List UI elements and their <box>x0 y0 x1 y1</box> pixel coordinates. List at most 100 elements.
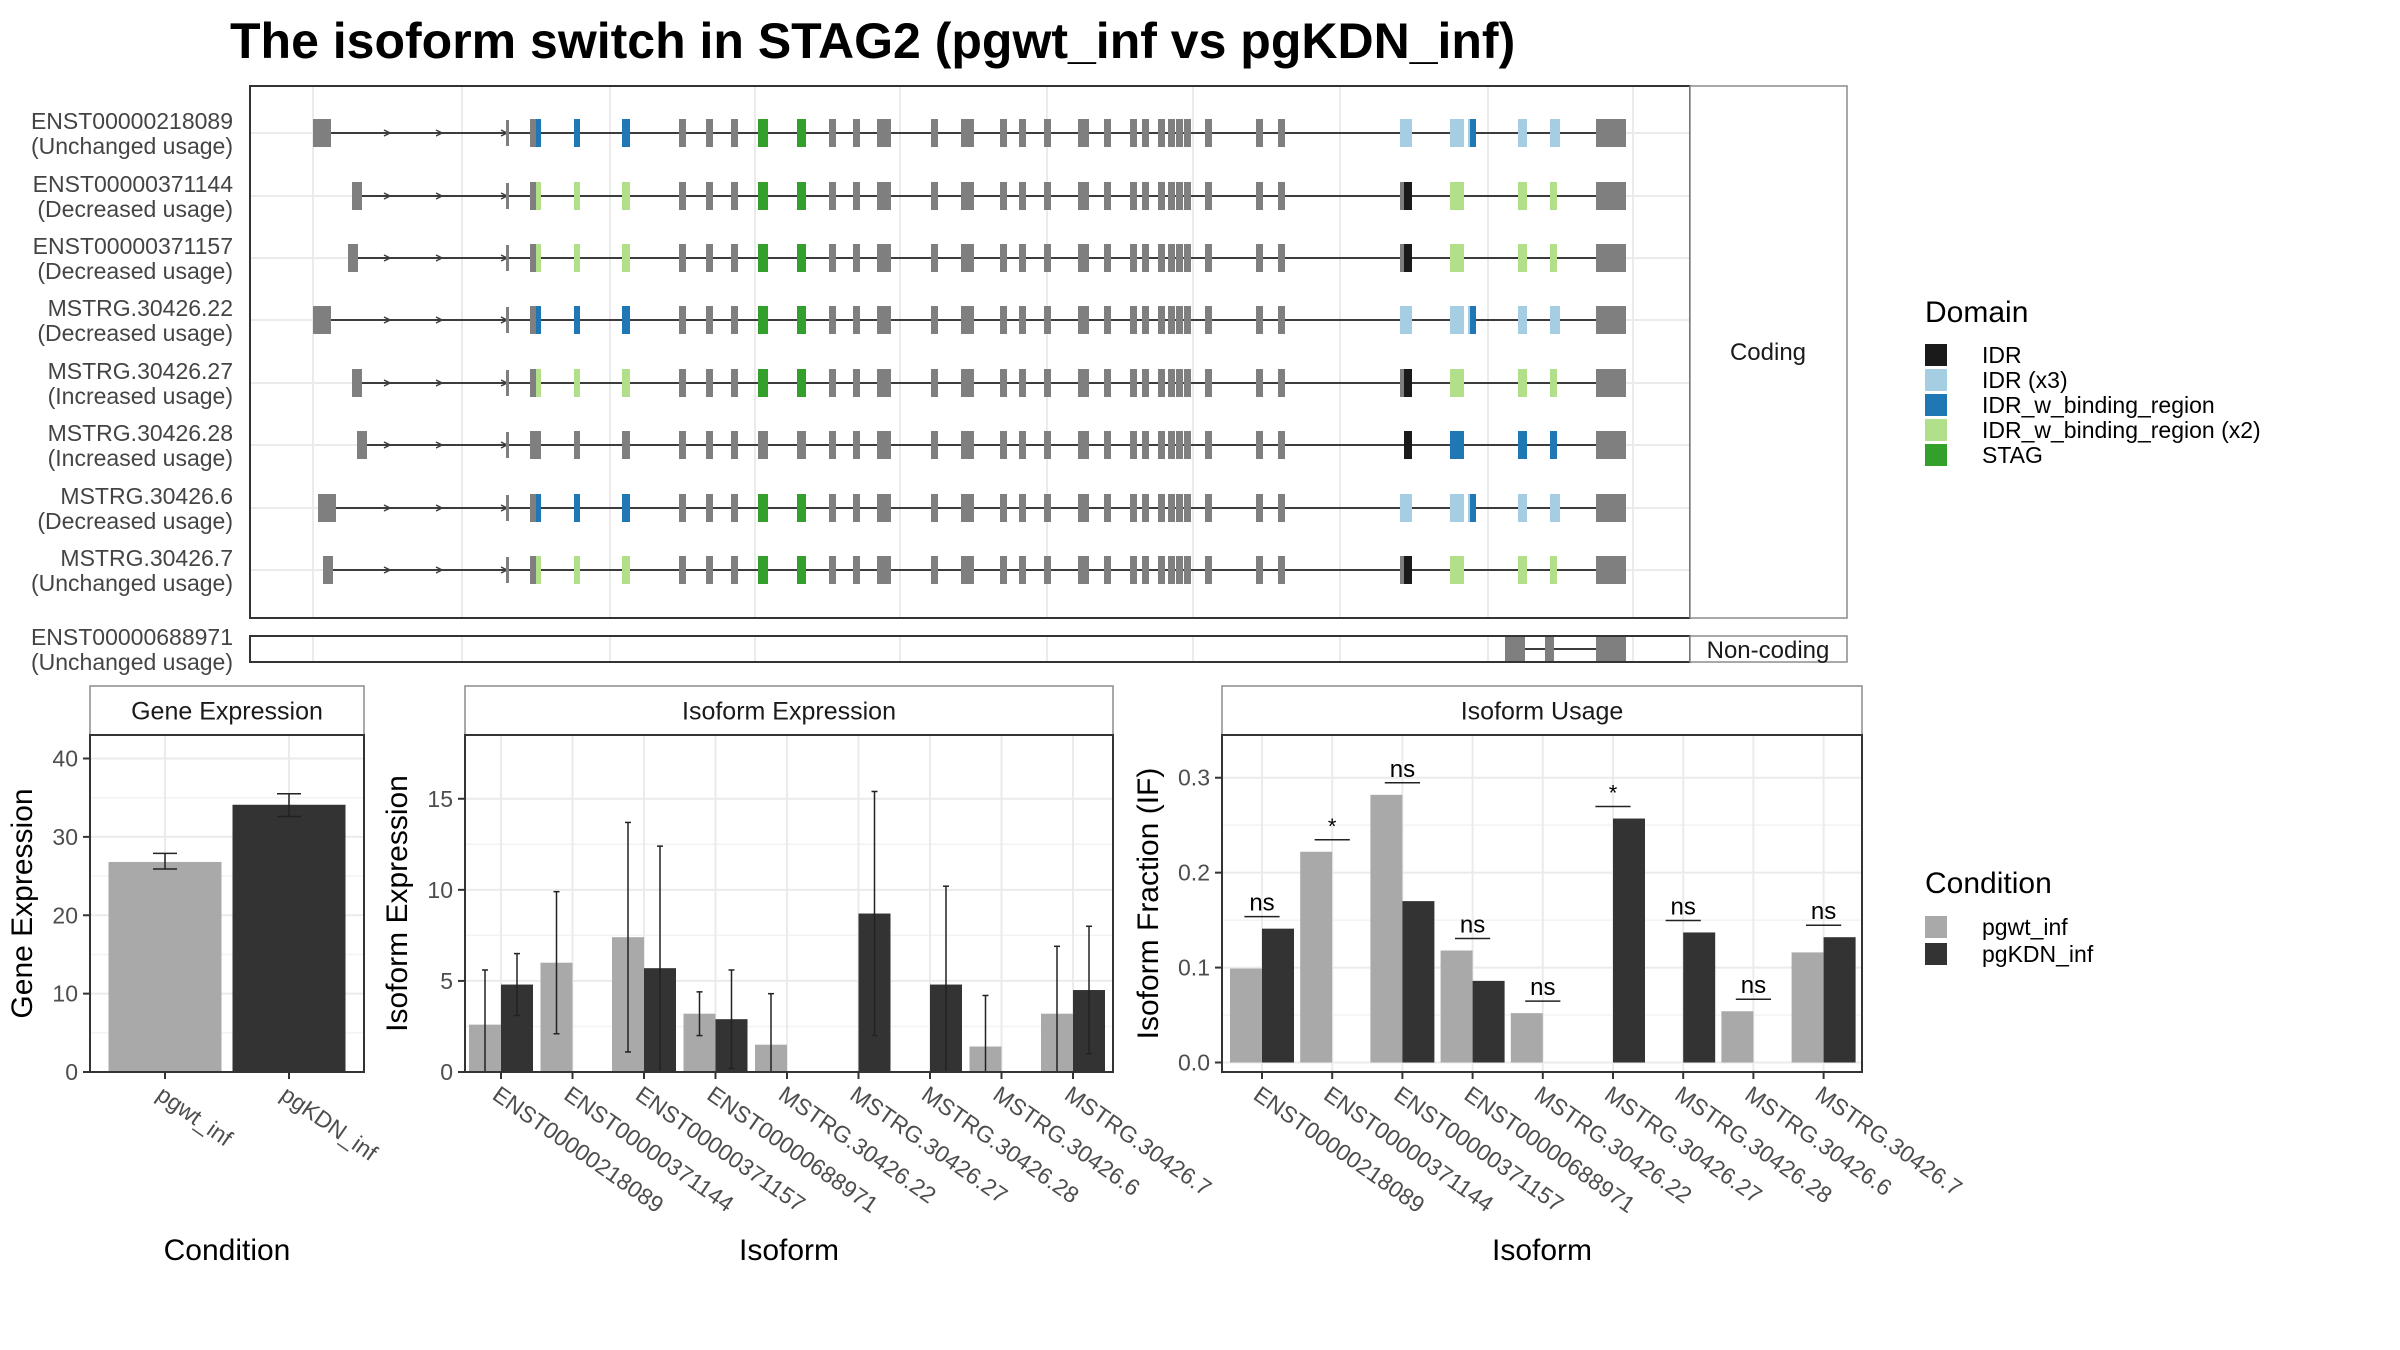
pre-idr <box>1400 556 1404 584</box>
domain-exon-3 <box>622 306 630 334</box>
first-exon <box>313 119 331 147</box>
idr-x3-1 <box>1400 306 1412 334</box>
domain-exon-3 <box>622 182 630 210</box>
domain-exon-1 <box>536 369 541 397</box>
gray-exon-5 <box>877 182 884 210</box>
gray-exon-4 <box>853 244 860 272</box>
isoform-row-7 <box>323 556 1626 584</box>
idr-x3-3 <box>1518 306 1527 334</box>
gray-exon-6 <box>884 369 891 397</box>
idr-bind-1 <box>1450 431 1464 459</box>
domain-exon-2 <box>574 306 580 334</box>
tail-exon-10 <box>1184 244 1191 272</box>
idr-bind-x2-1 <box>1450 244 1464 272</box>
tail-exon-0 <box>1019 369 1026 397</box>
tail-exon-12 <box>1256 556 1263 584</box>
tail-exon-3 <box>1082 119 1089 147</box>
tail-exon-1 <box>1044 119 1051 147</box>
ytick-label-2: 10 <box>427 877 453 903</box>
idr-bind-x2-3 <box>1550 244 1557 272</box>
tail-exon-5 <box>1130 556 1137 584</box>
tail-exon-6 <box>1142 369 1149 397</box>
first-exon <box>348 244 358 272</box>
condition-legend-label-0: pgwt_inf <box>1982 914 2068 940</box>
intron-arrow-0 <box>383 254 392 262</box>
gray-exon-7 <box>931 494 938 522</box>
tail-exon-1 <box>1044 369 1051 397</box>
x-axis-label: Condition <box>164 1234 291 1267</box>
domain-legend-label-3: IDR_w_binding_region (x2) <box>1982 417 2261 443</box>
tail-exon-10 <box>1184 306 1191 334</box>
intron-arrow-0 <box>383 504 392 512</box>
tail-exon-1 <box>1044 556 1051 584</box>
ytick-label-1: 10 <box>52 981 78 1007</box>
sig-label-7: ns <box>1741 972 1766 999</box>
tail-exon-4 <box>1104 306 1111 334</box>
condition-legend-title: Condition <box>1925 867 2052 900</box>
gray-exon-0 <box>679 494 686 522</box>
gray-exon-10 <box>1000 556 1007 584</box>
domain-exon-3 <box>622 431 630 459</box>
gray-exon-1 <box>706 182 713 210</box>
figure-title: The isoform switch in STAG2 (pgwt_inf vs… <box>230 13 1515 69</box>
bar-pgKDN_inf-pgKDN_inf <box>232 804 346 1072</box>
isoform-id-label-5: MSTRG.30426.28 <box>48 420 233 446</box>
idr-x3-3 <box>1518 119 1527 147</box>
tail-exon-8 <box>1168 306 1175 334</box>
tail-exon-4 <box>1104 369 1111 397</box>
isoform-usage-label-5: (Increased usage) <box>48 445 233 471</box>
panel-border <box>89 734 365 1073</box>
sig-label-6: ns <box>1671 893 1696 920</box>
isoform-id-label-3: MSTRG.30426.22 <box>48 295 233 321</box>
isoform-row-2 <box>348 244 1626 272</box>
tail-exon-8 <box>1168 494 1175 522</box>
pre-idr <box>1400 182 1404 210</box>
gray-exon-0 <box>679 556 686 584</box>
idr-1 <box>1404 369 1412 397</box>
exon-small <box>506 307 509 333</box>
gray-exon-4 <box>853 306 860 334</box>
tail-exon-7 <box>1158 431 1165 459</box>
last-exon <box>1596 306 1626 334</box>
tail-exon-3 <box>1082 182 1089 210</box>
bar-ENST00000371157-pgwt_inf <box>1370 794 1403 1063</box>
idr-x3-1 <box>1400 494 1412 522</box>
noncoding-exon-2 <box>1545 637 1554 661</box>
bar-MSTRG.30426.27-pgKDN_inf <box>1613 818 1645 1063</box>
idr-x3-4 <box>1550 494 1560 522</box>
gray-exon-2 <box>731 431 738 459</box>
tail-exon-6 <box>1142 494 1149 522</box>
tail-exon-8 <box>1168 244 1175 272</box>
last-exon <box>1596 494 1626 522</box>
domain-legend-label-4: STAG <box>1982 442 2043 468</box>
stag-exon-1 <box>758 306 768 334</box>
tail-exon-8 <box>1168 119 1175 147</box>
ytick-label-2: 20 <box>52 902 78 928</box>
sig-label-8: ns <box>1811 898 1836 925</box>
domain-legend-key-1 <box>1925 369 1947 391</box>
gray-exon-6 <box>884 556 891 584</box>
gray-exon-10 <box>1000 306 1007 334</box>
first-exon <box>352 369 362 397</box>
tail-exon-10 <box>1184 494 1191 522</box>
domain-legend-key-4 <box>1925 444 1947 466</box>
ytick-label-3: 15 <box>427 786 453 812</box>
last-exon <box>1596 244 1626 272</box>
condition-legend-label-1: pgKDN_inf <box>1982 941 2094 967</box>
tail-exon-6 <box>1142 556 1149 584</box>
stag-exon-2 <box>797 119 806 147</box>
gray-exon-8 <box>967 306 974 334</box>
isoform-expression-chart: Isoform Expression051015ENST00000218089E… <box>381 685 1216 1267</box>
bar-ENST00000218089-pgwt_inf <box>1230 968 1262 1063</box>
pre-idr <box>1400 369 1404 397</box>
gray-exon-extra <box>961 306 968 334</box>
last-exon <box>1596 431 1626 459</box>
tail-exon-11 <box>1205 306 1212 334</box>
domain-exon-3 <box>622 494 630 522</box>
idr-bind-1 <box>1470 119 1476 147</box>
noncoding-usage-label-0: (Unchanged usage) <box>31 649 233 675</box>
gray-exon-0 <box>679 119 686 147</box>
gray-exon-2 <box>731 119 738 147</box>
idr-1 <box>1404 244 1412 272</box>
